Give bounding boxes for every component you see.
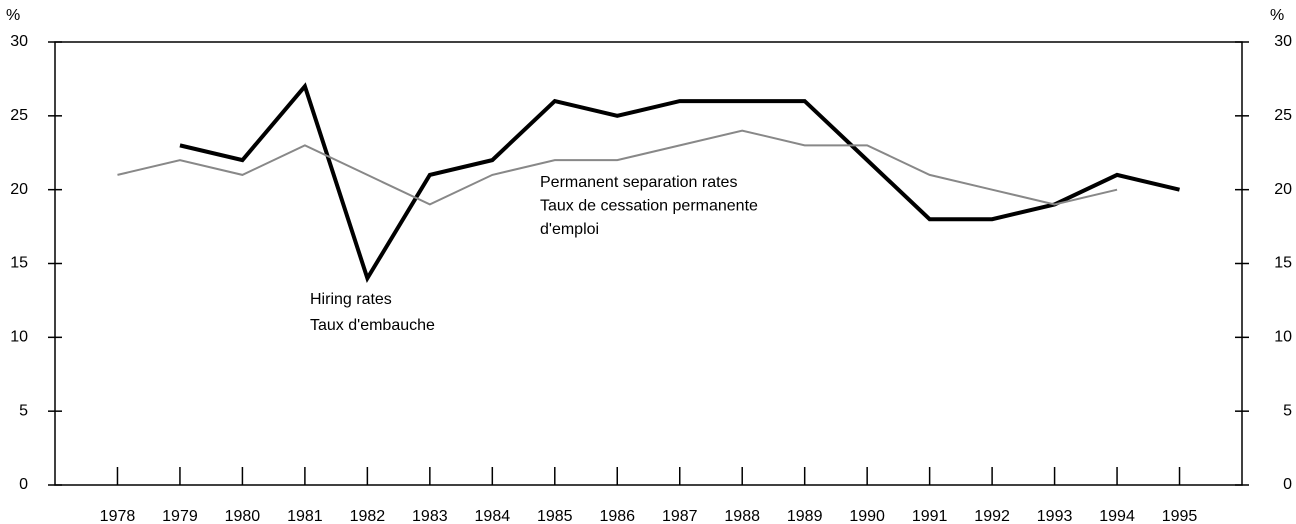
y2-tick-label: 30 [1274,33,1292,50]
x-tick-label: 1993 [1037,508,1073,524]
y2-tick-label: 20 [1274,181,1292,198]
y-tick-label: 25 [10,107,28,124]
y-axis-label: % [6,7,20,24]
x-tick-label: 1990 [849,508,885,524]
x-tick-label: 1985 [537,508,573,524]
x-tick-label: 1979 [162,508,198,524]
series-annotation: d'emploi [540,221,599,238]
y2-tick-label: 25 [1274,107,1292,124]
y2-axis-label: % [1270,7,1284,24]
x-tick-label: 1992 [974,508,1010,524]
series-annotation: Permanent separation rates [540,174,737,191]
y-tick-label: 30 [10,33,28,50]
x-tick-label: 1988 [724,508,760,524]
y2-tick-label: 15 [1274,255,1292,272]
x-tick-label: 1978 [100,508,136,524]
x-tick-label: 1994 [1099,508,1135,524]
x-tick-label: 1986 [599,508,635,524]
series-line [117,129,1118,206]
series-line [179,82,1180,284]
x-tick-label: 1987 [662,508,698,524]
x-tick-label: 1995 [1162,508,1198,524]
series-annotation: Taux de cessation permanente [540,198,758,215]
y-tick-label: 10 [10,329,28,346]
x-tick-label: 1989 [787,508,823,524]
y2-tick-label: 5 [1283,402,1292,419]
y-tick-label: 15 [10,255,28,272]
y2-tick-label: 10 [1274,329,1292,346]
x-tick-label: 1983 [412,508,448,524]
x-tick-label: 1980 [225,508,261,524]
y-tick-label: 5 [19,402,28,419]
y-tick-label: 20 [10,181,28,198]
y2-tick-label: 0 [1283,476,1292,493]
x-tick-label: 1982 [350,508,386,524]
y-tick-label: 0 [19,476,28,493]
x-tick-label: 1984 [475,508,511,524]
series-annotation: Hiring rates [310,291,392,308]
x-tick-label: 1991 [912,508,948,524]
x-tick-label: 1981 [287,508,323,524]
series-annotation: Taux d'embauche [310,317,435,334]
